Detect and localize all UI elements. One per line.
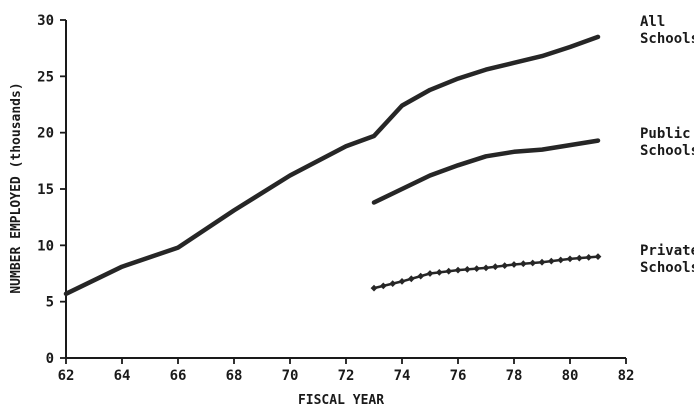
series-label-public-schools: Public Schools bbox=[640, 126, 694, 159]
series-marker-private-schools bbox=[594, 253, 602, 260]
x-tick-label: 66 bbox=[170, 368, 187, 384]
series-label-line: Schools bbox=[640, 31, 694, 47]
x-tick-label: 70 bbox=[282, 368, 299, 384]
series-marker-private-schools bbox=[379, 282, 387, 290]
series-marker-private-schools bbox=[370, 284, 378, 292]
y-tick-label: 20 bbox=[37, 126, 54, 142]
series-marker-private-schools bbox=[426, 270, 434, 277]
x-tick-label: 68 bbox=[226, 368, 243, 384]
series-marker-private-schools bbox=[407, 275, 415, 283]
series-marker-private-schools bbox=[566, 255, 574, 263]
y-tick-label: 25 bbox=[37, 69, 54, 85]
series-label-private-schools: Private Schools bbox=[640, 243, 694, 276]
y-axis-ticks: 0 5 10 15 20 25 30 bbox=[37, 13, 66, 367]
x-tick-label: 80 bbox=[562, 368, 579, 384]
series-marker-private-schools bbox=[435, 269, 443, 276]
series-line-private-schools bbox=[372, 255, 600, 290]
y-tick-label: 15 bbox=[37, 182, 54, 198]
series-marker-private-schools bbox=[445, 267, 453, 275]
series-marker-private-schools bbox=[547, 257, 555, 265]
axes bbox=[65, 20, 626, 359]
series-label-line: Private bbox=[640, 243, 694, 259]
y-tick-label: 5 bbox=[46, 295, 54, 311]
series-marker-private-schools bbox=[491, 263, 499, 271]
series-marker-private-schools bbox=[585, 254, 593, 261]
x-tick-label: 78 bbox=[506, 368, 523, 384]
series-layer bbox=[63, 34, 602, 297]
y-tick-label: 0 bbox=[46, 351, 54, 367]
series-marker-private-schools bbox=[482, 264, 490, 272]
series-label-line: Schools bbox=[640, 260, 694, 276]
series-marker-private-schools bbox=[538, 258, 546, 266]
series-line-public-schools bbox=[371, 138, 601, 205]
x-axis-title: FISCAL YEAR bbox=[298, 393, 384, 408]
series-marker-private-schools bbox=[529, 259, 537, 267]
x-tick-label: 82 bbox=[618, 368, 635, 384]
series-label-line: All bbox=[640, 14, 665, 30]
series-label-all-schools: All Schools bbox=[640, 14, 694, 47]
series-marker-private-schools bbox=[454, 266, 462, 274]
x-tick-label: 72 bbox=[338, 368, 355, 384]
x-tick-label: 64 bbox=[114, 368, 131, 384]
x-tick-label: 76 bbox=[450, 368, 467, 384]
x-tick-label: 62 bbox=[58, 368, 75, 384]
series-marker-private-schools bbox=[501, 262, 509, 269]
x-tick-label: 74 bbox=[394, 368, 411, 384]
series-label-line: Public bbox=[640, 126, 691, 142]
series-marker-private-schools bbox=[510, 261, 518, 268]
series-marker-private-schools bbox=[389, 280, 397, 287]
x-axis-ticks: 62 64 66 68 70 72 74 76 78 80 82 bbox=[58, 358, 635, 384]
series-line-all-schools bbox=[63, 34, 601, 297]
series-marker-private-schools bbox=[398, 278, 406, 285]
y-tick-label: 10 bbox=[37, 238, 54, 254]
series-marker-private-schools bbox=[575, 254, 583, 262]
y-axis-title: NUMBER EMPLOYED (thousands) bbox=[9, 82, 24, 293]
series-marker-private-schools bbox=[557, 256, 565, 264]
y-tick-label: 30 bbox=[37, 13, 54, 29]
series-marker-private-schools bbox=[519, 260, 527, 268]
series-marker-private-schools bbox=[473, 265, 481, 272]
series-marker-private-schools bbox=[417, 272, 425, 280]
series-label-line: Schools bbox=[640, 143, 694, 159]
series-marker-private-schools bbox=[463, 266, 471, 273]
